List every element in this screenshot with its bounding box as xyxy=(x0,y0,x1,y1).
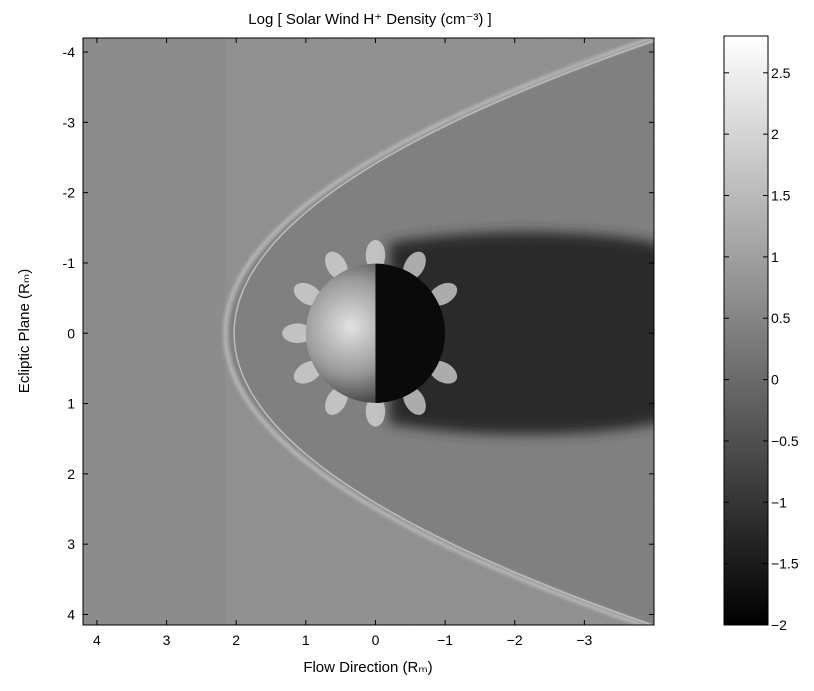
y-tick-label: 4 xyxy=(67,606,75,622)
colorbar-tick-label: 0 xyxy=(771,372,779,388)
chart-title: Log [ Solar Wind H⁺ Density (cm⁻³) ] xyxy=(248,11,491,28)
x-tick-label: −2 xyxy=(507,632,523,648)
colorbar-tick-label: −1 xyxy=(771,494,787,510)
colorbar-gradient xyxy=(723,35,769,626)
x-tick-label: 0 xyxy=(372,632,380,648)
y-tick-label: 2 xyxy=(67,466,75,482)
x-axis-label: Flow Direction (Rₘ) xyxy=(303,659,432,676)
colorbar-tick-label: 1 xyxy=(771,249,779,265)
dayside-lobe xyxy=(282,323,313,344)
x-tick-label: −1 xyxy=(437,632,453,648)
x-axis: 4 3 2 1 0 −1 −2 −3 xyxy=(93,38,593,648)
colorbar-tick-label: −2 xyxy=(771,617,787,633)
plot-frame xyxy=(82,37,655,626)
y-tick-label: 1 xyxy=(67,396,75,412)
x-tick-label: 4 xyxy=(93,632,101,648)
colorbar-tick-label: 1.5 xyxy=(771,188,791,204)
dayside-lobe xyxy=(365,239,386,271)
colorbar-tick-label: 0.5 xyxy=(771,310,791,326)
colorbar-tick-label: 2 xyxy=(771,126,779,142)
y-tick-label: -3 xyxy=(63,114,76,130)
bow-shock-front xyxy=(224,38,654,625)
colorbar-tick-label: 2.5 xyxy=(771,65,791,81)
y-axis-label: Ecliptic Plane (Rₘ) xyxy=(16,269,33,393)
colorbar-tick-label: −0.5 xyxy=(771,433,799,449)
y-tick-label: 0 xyxy=(67,325,75,341)
colorbar: 2.5 2 1.5 1 0.5 0 −0.5 −1 −1.5 −2 xyxy=(723,35,799,633)
y-tick-label: -4 xyxy=(63,44,76,60)
x-tick-label: 2 xyxy=(232,632,240,648)
y-tick-label: -2 xyxy=(63,185,76,201)
planet-nightside xyxy=(375,263,446,403)
x-tick-label: 1 xyxy=(302,632,310,648)
x-tick-label: 3 xyxy=(163,632,171,648)
bow-shock-inner xyxy=(233,40,654,625)
colorbar-ticks: 2.5 2 1.5 1 0.5 0 −0.5 −1 −1.5 −2 xyxy=(724,65,799,633)
dayside-lobe xyxy=(365,395,386,427)
y-tick-label: 3 xyxy=(67,536,75,552)
y-tick-label: -1 xyxy=(63,255,76,271)
x-tick-label: −3 xyxy=(576,632,592,648)
plot-area xyxy=(83,38,654,625)
y-axis: -4 -3 -2 -1 0 1 2 3 4 xyxy=(63,44,654,622)
wake-region xyxy=(389,232,654,435)
colorbar-tick-label: −1.5 xyxy=(771,556,799,572)
